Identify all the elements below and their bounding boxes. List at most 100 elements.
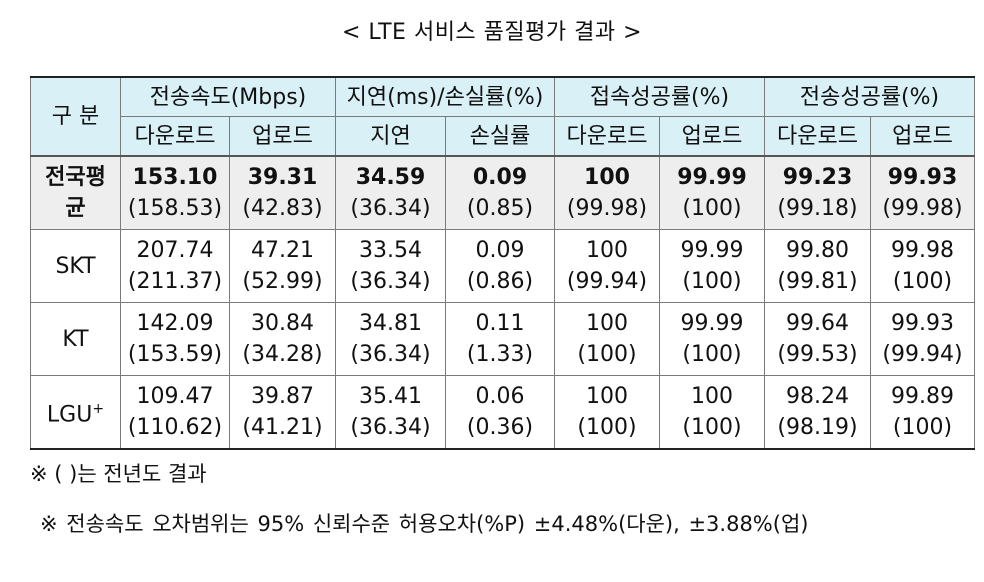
cell-previous: (98.19) (777, 415, 858, 440)
table-cell: 99.89 (100) (870, 375, 975, 450)
cell-current: 109.47 (136, 384, 214, 409)
cell-previous: (100) (892, 269, 953, 294)
table-cell: 34.81 (36.34) (335, 302, 446, 376)
table-cell: 153.10 (158.53) (120, 155, 230, 230)
row-label: 전국평균 (30, 155, 121, 230)
cell-previous: (99.94) (882, 342, 963, 367)
cell-previous: (36.34) (350, 342, 431, 367)
table-cell: 47.21 (52.99) (229, 229, 336, 303)
cell-previous: (0.86) (466, 269, 534, 294)
table-cell: 30.84 (34.28) (229, 302, 336, 376)
cell-current: 99.99 (677, 165, 747, 190)
cell-previous: (0.85) (466, 196, 534, 221)
cell-previous: (100) (682, 415, 742, 440)
table-row-national-average: 전국평균 153.10 (158.53) 39.31 (42.83) 34.59 (3… (30, 155, 975, 230)
header-sub: 지연 (335, 116, 446, 157)
cell-previous: (99.94) (566, 269, 648, 294)
cell-previous: (36.34) (350, 269, 431, 294)
cell-previous: (99.81) (777, 269, 858, 294)
cell-previous: (52.99) (242, 269, 323, 294)
table-cell: 99.64 (99.53) (764, 302, 871, 376)
cell-current: 99.98 (891, 238, 954, 263)
row-label: KT (30, 302, 121, 376)
table-cell: 100 (99.94) (554, 229, 660, 303)
cell-current: 100 (586, 311, 628, 336)
cell-current: 100 (586, 238, 628, 263)
cell-previous: (100) (577, 342, 637, 367)
cell-current: 39.31 (247, 165, 318, 190)
table-cell: 100 (100) (554, 375, 660, 450)
row-label: SKT (30, 229, 121, 303)
cell-current: 99.99 (680, 238, 744, 263)
header-sub: 다운로드 (554, 116, 660, 157)
cell-previous: (42.83) (242, 196, 323, 221)
table-cell: 99.93 (99.94) (870, 302, 975, 376)
table-cell: 99.98 (100) (870, 229, 975, 303)
header-group-transfer-success: 전송성공률(%) (764, 76, 975, 117)
cell-current: 153.10 (132, 165, 218, 190)
cell-previous: (0.36) (466, 415, 534, 440)
table-cell: 99.99 (100) (659, 155, 765, 230)
footnote-error-margin: ※ 전송속도 오차범위는 95% 신뢰수준 허용오차(%P) ±4.48%(다운… (40, 512, 809, 536)
cell-current: 99.23 (782, 165, 853, 190)
table-cell: 207.74 (211.37) (120, 229, 230, 303)
page-title: < LTE 서비스 품질평가 결과 > (341, 20, 643, 45)
header-row-groups: 구 분 전송속도(Mbps) 지연(ms)/손실률(%) 접속성공률(%) 전송… (30, 76, 975, 157)
cell-current: 33.54 (359, 238, 422, 263)
cell-current: 99.99 (680, 311, 744, 336)
header-group-latency-loss: 지연(ms)/손실률(%) (335, 76, 555, 117)
cell-current: 35.41 (359, 384, 422, 409)
cell-current: 142.09 (136, 311, 214, 336)
cell-current: 99.89 (891, 384, 954, 409)
table-row-skt: SKT 207.74 (211.37) 47.21 (52.99) 33.54 (36… (30, 229, 975, 303)
row-label-text: LGU (46, 402, 93, 428)
cell-previous: (211.37) (127, 269, 223, 294)
cell-current: 98.24 (786, 384, 849, 409)
table-cell: 0.06 (0.36) (445, 375, 555, 450)
table-cell: 142.09 (153.59) (120, 302, 230, 376)
table-cell: 99.23 (99.18) (764, 155, 871, 230)
row-label-superscript: + (92, 400, 105, 417)
cell-previous: (100) (682, 196, 742, 221)
cell-previous: (99.53) (777, 342, 858, 367)
table-cell: 99.80 (99.81) (764, 229, 871, 303)
cell-previous: (99.98) (566, 196, 648, 221)
table-cell: 98.24 (98.19) (764, 375, 871, 450)
cell-previous: (34.28) (242, 342, 323, 367)
table-cell: 100 (100) (659, 375, 765, 450)
cell-previous: (153.59) (127, 342, 223, 367)
cell-previous: (36.34) (350, 196, 431, 221)
cell-current: 0.11 (475, 311, 525, 336)
cell-current: 34.81 (359, 311, 422, 336)
cell-previous: (158.53) (127, 196, 223, 221)
cell-current: 99.64 (786, 311, 849, 336)
table-cell: 99.99 (100) (659, 229, 765, 303)
table-cell: 35.41 (36.34) (335, 375, 446, 450)
table-cell: 100 (99.98) (554, 155, 660, 230)
cell-current: 100 (586, 384, 628, 409)
table-cell: 0.11 (1.33) (445, 302, 555, 376)
cell-current: 47.21 (251, 238, 314, 263)
header-sub: 업로드 (870, 116, 975, 157)
cell-previous: (41.21) (242, 415, 323, 440)
row-label: LGU+ (30, 375, 121, 450)
header-category: 구 분 (30, 76, 121, 157)
table-cell: 99.99 (100) (659, 302, 765, 376)
cell-current: 100 (691, 384, 733, 409)
cell-current: 99.93 (891, 311, 954, 336)
cell-previous: (1.33) (466, 342, 534, 367)
header-group-throughput: 전송속도(Mbps) (120, 76, 336, 117)
cell-current: 99.93 (887, 165, 958, 190)
table-cell: 39.31 (42.83) (229, 155, 336, 230)
cell-current: 207.74 (136, 238, 214, 263)
cell-current: 100 (584, 165, 630, 190)
header-sub: 업로드 (659, 116, 765, 157)
table-cell: 33.54 (36.34) (335, 229, 446, 303)
cell-current: 34.59 (355, 165, 426, 190)
lte-quality-table: 구 분 전송속도(Mbps) 지연(ms)/손실률(%) 접속성공률(%) 전송… (30, 76, 975, 450)
table-cell: 39.87 (41.21) (229, 375, 336, 450)
header-group-connection-success: 접속성공률(%) (554, 76, 765, 117)
header-row-subs: 다운로드 업로드 지연 손실률 다운로드 업로드 다운로드 업로드 (31, 116, 975, 157)
footnote-previous-year: ※ ( )는 전년도 결과 (30, 462, 207, 486)
cell-current: 0.09 (472, 165, 528, 190)
